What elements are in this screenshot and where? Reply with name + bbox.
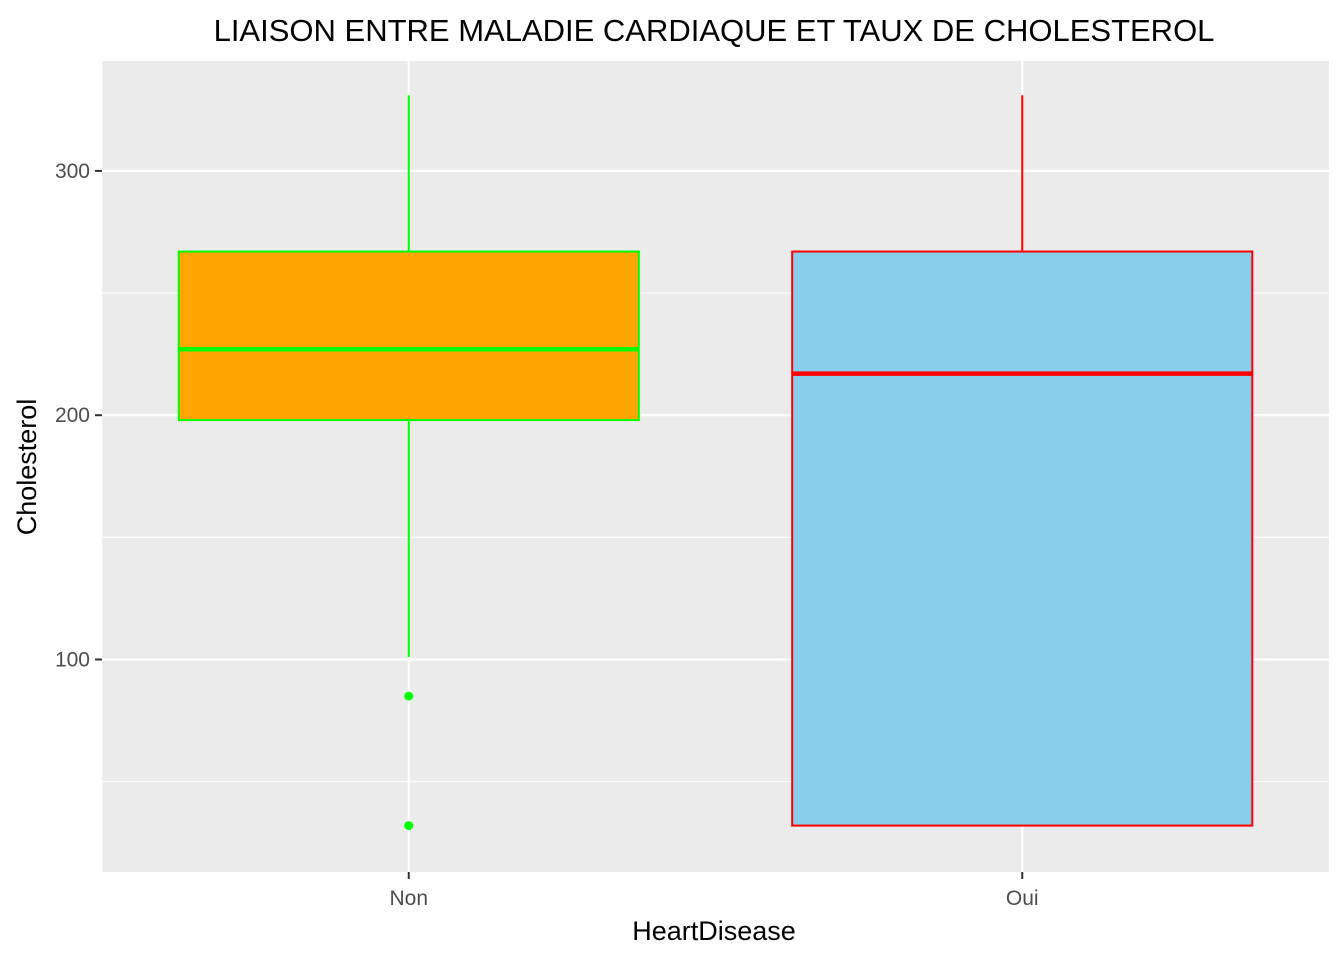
box-body bbox=[177, 250, 640, 422]
outlier-point bbox=[404, 821, 414, 831]
x-tick-label: Oui bbox=[1006, 887, 1039, 910]
box-body bbox=[791, 250, 1254, 827]
chart-title: LIAISON ENTRE MALADIE CARDIAQUE ET TAUX … bbox=[214, 13, 1215, 48]
box-non bbox=[177, 95, 640, 831]
x-axis-title: HeartDisease bbox=[632, 916, 796, 946]
outlier-point bbox=[404, 691, 414, 701]
x-tick-label: Non bbox=[389, 887, 428, 910]
y-axis-title: Cholesterol bbox=[12, 399, 42, 536]
boxes bbox=[177, 95, 1254, 831]
y-tick-label: 200 bbox=[55, 404, 90, 427]
y-tick-label: 300 bbox=[55, 160, 90, 183]
y-tick-label: 100 bbox=[55, 648, 90, 671]
box-oui bbox=[791, 95, 1254, 827]
axes: 100 200 300 Non Oui bbox=[55, 160, 1039, 910]
